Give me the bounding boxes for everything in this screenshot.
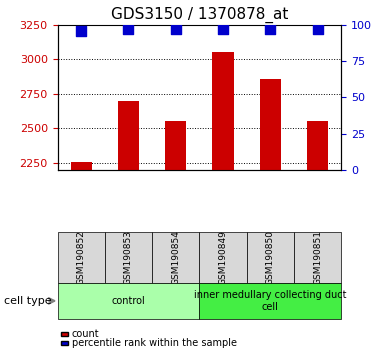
Text: GSM190852: GSM190852 bbox=[77, 230, 86, 285]
Bar bbox=[200, 283, 341, 319]
Bar bbox=[105, 232, 152, 283]
Point bbox=[78, 28, 84, 33]
Bar bbox=[200, 232, 247, 283]
Point bbox=[315, 26, 321, 32]
Text: GSM190851: GSM190851 bbox=[313, 230, 322, 285]
Text: count: count bbox=[72, 329, 99, 339]
Point bbox=[220, 26, 226, 32]
Text: GSM190850: GSM190850 bbox=[266, 230, 275, 285]
Bar bbox=[213, 52, 234, 170]
Title: GDS3150 / 1370878_at: GDS3150 / 1370878_at bbox=[111, 7, 288, 23]
Point bbox=[173, 26, 179, 32]
Text: percentile rank within the sample: percentile rank within the sample bbox=[72, 338, 237, 348]
Text: GSM190854: GSM190854 bbox=[171, 230, 180, 285]
Bar bbox=[152, 232, 200, 283]
Bar bbox=[247, 232, 294, 283]
Bar bbox=[118, 101, 139, 170]
Bar bbox=[70, 162, 92, 170]
Bar bbox=[58, 232, 105, 283]
Point bbox=[267, 26, 273, 32]
Bar bbox=[294, 232, 341, 283]
Bar bbox=[58, 283, 200, 319]
Bar bbox=[307, 121, 328, 170]
Text: cell type: cell type bbox=[4, 296, 51, 306]
Bar bbox=[165, 121, 186, 170]
Text: GSM190849: GSM190849 bbox=[219, 230, 227, 285]
Text: GSM190853: GSM190853 bbox=[124, 230, 133, 285]
Text: inner medullary collecting duct
cell: inner medullary collecting duct cell bbox=[194, 290, 347, 312]
Text: control: control bbox=[112, 296, 145, 306]
Point bbox=[125, 26, 131, 32]
Bar bbox=[260, 79, 281, 170]
